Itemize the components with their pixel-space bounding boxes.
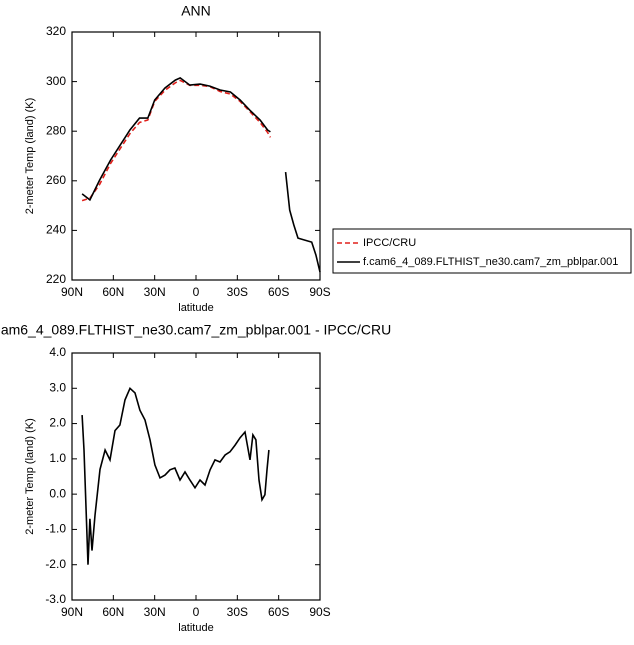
- x-tick-label: 0: [193, 285, 200, 299]
- x-tick-label: 90S: [309, 605, 330, 619]
- x-tick-label: 30N: [144, 285, 166, 299]
- x-tick-label: 90N: [61, 285, 83, 299]
- x-tick-label: 0: [193, 605, 200, 619]
- y-axis-label: 2-meter Temp (land) (K): [24, 418, 36, 535]
- data-line: [81, 76, 321, 273]
- y-tick-label: -1.0: [45, 522, 66, 536]
- y-tick-label: 3.0: [49, 380, 66, 394]
- y-tick-label: 1.0: [49, 451, 66, 465]
- legend-label: f.cam6_4_089.FLTHIST_ne30.cam7_zm_pblpar…: [363, 256, 618, 268]
- x-tick-label: 90S: [309, 285, 330, 299]
- x-tick-label: 60S: [268, 605, 289, 619]
- x-tick-label: 30S: [227, 605, 248, 619]
- y-tick-label: 2.0: [49, 416, 66, 430]
- y-tick-label: 220: [46, 272, 66, 286]
- y-tick-label: 320: [46, 24, 66, 38]
- x-tick-label: 30N: [144, 605, 166, 619]
- x-tick-label: 60N: [102, 605, 124, 619]
- y-tick-label: 240: [46, 223, 66, 237]
- chart-title: am6_4_089.FLTHIST_ne30.cam7_zm_pblpar.00…: [1, 322, 391, 338]
- plot-frame: [71, 352, 321, 601]
- y-tick-label: 280: [46, 123, 66, 137]
- y-tick-label: 0.0: [49, 486, 66, 500]
- x-tick-label: 60N: [102, 285, 124, 299]
- chart-title: ANN: [181, 3, 211, 19]
- y-axis-label: 2-meter Temp (land) (K): [24, 98, 36, 215]
- x-tick-label: 30S: [227, 285, 248, 299]
- x-axis-label: latitude: [178, 302, 213, 314]
- x-axis-label: latitude: [178, 622, 213, 634]
- data-line: [81, 386, 270, 565]
- y-tick-label: 300: [46, 74, 66, 88]
- data-line: [81, 79, 272, 202]
- y-tick-label: 4.0: [49, 345, 66, 359]
- y-tick-label: -3.0: [45, 592, 66, 606]
- legend-label: IPCC/CRU: [363, 237, 416, 249]
- y-tick-label: 260: [46, 173, 66, 187]
- y-tick-label: -2.0: [45, 557, 66, 571]
- x-tick-label: 90N: [61, 605, 83, 619]
- legend-box: [332, 228, 632, 274]
- x-tick-label: 60S: [268, 285, 289, 299]
- plot-frame: [71, 31, 321, 281]
